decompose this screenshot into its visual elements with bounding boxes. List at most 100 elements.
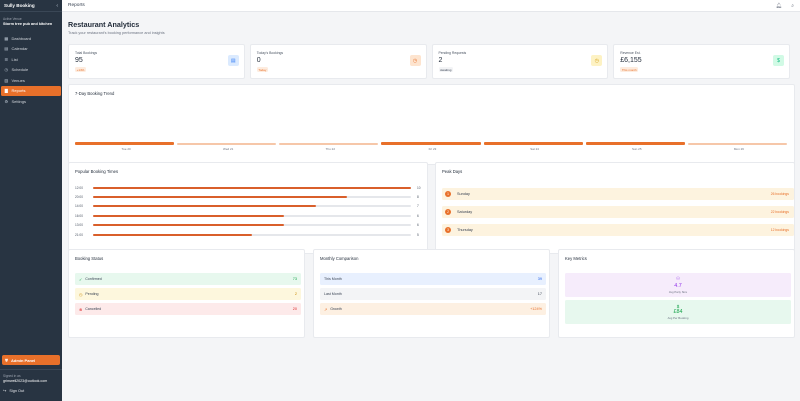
stat-badge: +14% <box>75 67 86 73</box>
popular-time-row: 13:00 6 <box>75 223 425 228</box>
users-icon: ⚇ <box>675 276 681 282</box>
stat-label: Pending Requests <box>438 51 467 55</box>
trend-x-tick-label: Fri 23 <box>428 147 437 151</box>
stat-label: Total Bookings <box>75 51 98 55</box>
status-value: 73 <box>292 277 297 281</box>
trend-bar <box>483 142 583 145</box>
sidebar-item-label: List <box>11 56 18 62</box>
peak-day-rank: 3 <box>445 227 451 233</box>
peak-day-count: 26 bookings <box>770 192 789 196</box>
sidebar-item-settings[interactable]: ⚙ Settings <box>1 96 61 107</box>
peak-day-row: 3 Thursday 12 bookings <box>442 224 794 236</box>
monthly-row: ↗ Growth +124% <box>320 303 546 315</box>
booking-trend-title: 7-Day Booking Trend <box>75 91 115 96</box>
trend-x-tick-label: Sat 24 <box>530 147 539 151</box>
status-label: Pending <box>85 292 99 296</box>
clock-icon: ◷ <box>4 67 9 73</box>
monthly-comparison-card: Monthly Comparison This Month 39 Last Mont… <box>313 249 550 338</box>
popular-time-track <box>93 205 411 208</box>
popular-time-row: 14:00 7 <box>75 204 425 209</box>
signed-in-email: grimwell2023@outlook.com <box>3 379 48 383</box>
sign-out-icon: ↪ <box>3 388 7 393</box>
key-metric-label: Avg Party Size <box>668 289 688 294</box>
booking-status-card: Booking Status ✓ Confirmed 73 ◷ Pending 2 ⊗ Can… <box>68 249 305 338</box>
trend-x-tick-label: Thu 22 <box>325 147 336 151</box>
search-icon[interactable]: ⌕ <box>791 2 794 9</box>
trend-bar <box>585 142 685 145</box>
booking-trend-card: 7-Day Booking Trend Tue 20 Wed 21 Thu 22 Fr… <box>68 84 795 165</box>
active-venue-label: Active Venue <box>3 17 22 21</box>
sidebar-item-venues[interactable]: ▥ Venues <box>1 75 61 86</box>
popular-time-count: 6 <box>417 223 419 228</box>
sidebar-item-label: Settings <box>11 98 26 104</box>
sidebar-item-calendar[interactable]: ▤ Calendar <box>1 44 61 55</box>
shield-icon: ⛨ <box>5 357 8 363</box>
clock-icon: ◷ <box>79 292 83 297</box>
clock-icon: ◷ <box>409 55 421 66</box>
peak-day-row: 2 Saturday 22 bookings <box>442 206 794 218</box>
admin-panel-label: Admin Panel <box>11 357 36 363</box>
popular-time-track <box>93 224 411 227</box>
trend-bar <box>381 142 481 145</box>
sidebar-item-list[interactable]: ☰ List <box>1 54 61 65</box>
status-row-pending: ◷ Pending 2 <box>75 288 301 300</box>
dollar-icon: $ <box>773 55 784 66</box>
sign-out-button[interactable]: ↪ Sign Out <box>3 388 59 393</box>
sidebar-item-reports[interactable]: ▇ Reports <box>1 85 61 96</box>
monthly-value: 17 <box>537 292 542 296</box>
collapse-sidebar-icon[interactable]: ‹ <box>56 2 58 9</box>
active-venue-name[interactable]: Storm tree pub and kitchen <box>3 22 53 26</box>
monthly-comparison-title: Monthly Comparison <box>320 256 359 261</box>
trend-bar <box>177 143 277 145</box>
status-value: 20 <box>292 307 297 311</box>
popular-time-row: 12:00 10 <box>75 185 425 190</box>
stat-badge: Awaiting <box>438 67 453 73</box>
active-venue: Active Venue Storm tree pub and kitchen <box>0 12 62 29</box>
sidebar-item-label: Calendar <box>11 46 28 52</box>
monthly-value: +124% <box>530 307 542 311</box>
popular-time-count: 6 <box>417 213 419 218</box>
bell-icon[interactable]: 🔔︎ <box>775 2 783 9</box>
check-icon: ✓ <box>79 277 83 282</box>
stat-card: Pending Requests 2 Awaiting ◷ <box>431 44 609 79</box>
popular-time-track <box>93 195 411 198</box>
trend-up-icon: ↗ <box>324 307 328 312</box>
stat-value: 95 <box>75 57 83 64</box>
sidebar-item-dashboard[interactable]: ▦ Dashboard <box>1 33 61 44</box>
key-metric-value: 4.7 <box>674 282 682 289</box>
status-label: Confirmed <box>85 277 102 281</box>
popular-time-bar <box>93 233 252 236</box>
trend-bar <box>687 143 787 145</box>
peak-day-count: 12 bookings <box>770 228 789 232</box>
admin-panel-button[interactable]: ⛨ Admin Panel <box>2 355 60 365</box>
brand-name: Sully Booking <box>4 3 35 8</box>
key-metric: $ £84 Avg Per Booking <box>565 300 791 324</box>
sidebar: Sully Booking ‹ Active Venue Storm tree … <box>0 0 62 401</box>
popular-time-bar <box>93 224 284 227</box>
peak-day-name: Sunday <box>457 192 470 196</box>
sign-out-label: Sign Out <box>9 388 25 393</box>
x-circle-icon: ⊗ <box>79 307 83 312</box>
sidebar-item-label: Dashboard <box>11 35 32 41</box>
sidebar-header: Sully Booking ‹ <box>0 0 62 12</box>
status-value: 2 <box>294 292 297 296</box>
monthly-value: 39 <box>537 277 542 281</box>
trend-x-tick-label: Sun 25 <box>632 147 642 151</box>
key-metric-value: £84 <box>673 309 683 316</box>
main-content: Restaurant Analytics Track your restaura… <box>62 12 800 401</box>
popular-time-bar <box>93 195 348 198</box>
popular-time-label: 20:00 <box>75 194 83 199</box>
popular-time-count: 8 <box>417 194 419 199</box>
stat-label: Today's Bookings <box>256 51 284 55</box>
sidebar-nav: ▦ Dashboard ▤ Calendar ☰ List ◷ Schedule ▥ Venues… <box>0 33 62 107</box>
trend-x-tick-label: Wed 21 <box>223 147 234 151</box>
popular-time-label: 16:00 <box>75 213 83 218</box>
popular-time-row: 21:00 5 <box>75 232 425 237</box>
trend-x-tick-label: Mon 26 <box>733 147 744 151</box>
key-metrics-title: Key Metrics <box>565 256 587 261</box>
popular-time-track <box>93 214 411 217</box>
signed-in-label: Signed in as <box>3 374 21 378</box>
sidebar-item-schedule[interactable]: ◷ Schedule <box>1 65 61 76</box>
peak-day-count: 22 bookings <box>770 210 789 214</box>
stat-value: £6,155 <box>620 57 642 64</box>
